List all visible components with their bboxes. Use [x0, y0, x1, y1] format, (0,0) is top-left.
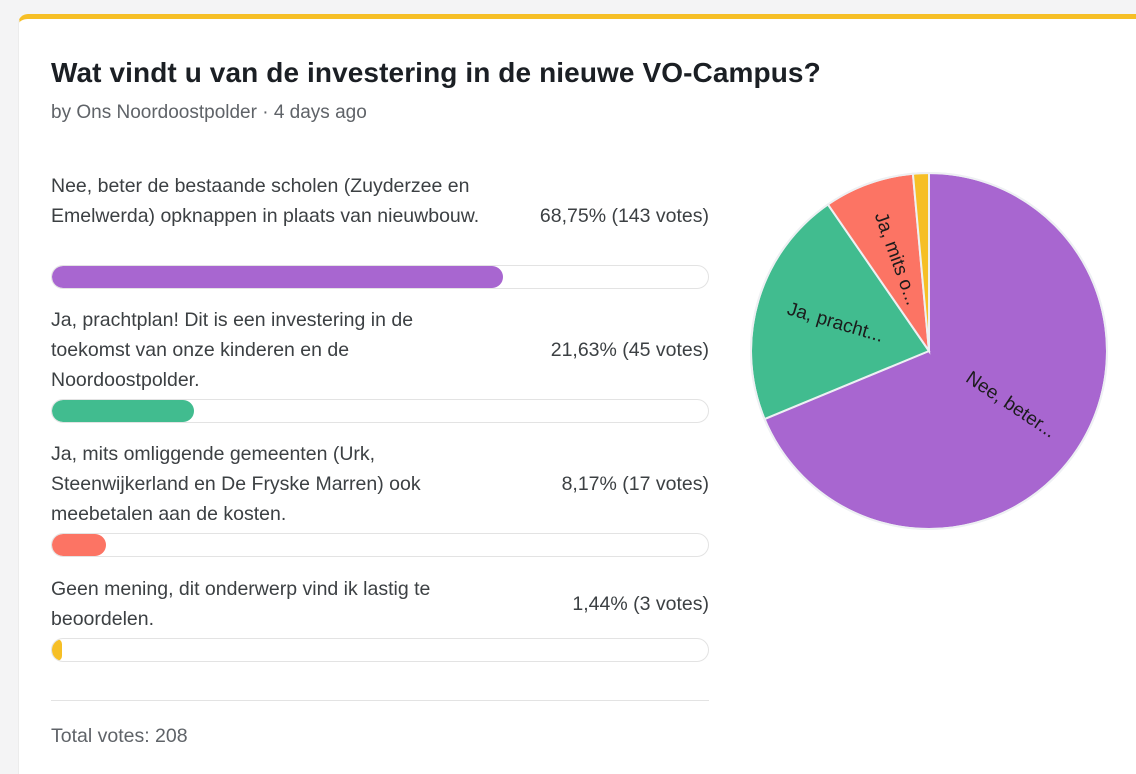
option-label: Ja, mits omliggende gemeenten (Urk, Stee…: [51, 443, 421, 525]
pie-outline: [750, 172, 1108, 530]
option-percent: 1,44% (3 votes): [572, 593, 709, 615]
option-label: Nee, beter de bestaande scholen (Zuyderz…: [51, 175, 480, 227]
poll-option: Ja, prachtplan! Dit is een investering i…: [51, 305, 709, 425]
poll-option: Nee, beter de bestaande scholen (Zuyderz…: [51, 171, 709, 291]
option-bar-fill: [52, 639, 62, 661]
poll-pie-chart: Nee, beter...Ja, pracht...Ja, mits o...: [750, 171, 1108, 530]
option-bar: [51, 399, 709, 423]
poll-title: Wat vindt u van de investering in de nie…: [51, 57, 821, 88]
option-bar-fill: [52, 400, 194, 422]
poll-option: Geen mening, dit onderwerp vind ik lasti…: [51, 574, 709, 664]
poll-option: Ja, mits omliggende gemeenten (Urk, Stee…: [51, 439, 709, 559]
option-bar: [51, 265, 709, 289]
option-percent: 68,75% (143 votes): [539, 205, 709, 227]
total-votes: Total votes: 208: [51, 725, 188, 747]
poll-card: Wat vindt u van de investering in de nie…: [18, 14, 1136, 774]
divider: [51, 700, 709, 701]
option-label: Ja, prachtplan! Dit is een investering i…: [51, 309, 414, 391]
option-bar: [51, 638, 709, 662]
option-bar-fill: [52, 266, 503, 288]
option-label: Geen mening, dit onderwerp vind ik lasti…: [51, 578, 431, 630]
option-percent: 8,17% (17 votes): [561, 473, 709, 495]
option-bar-fill: [52, 534, 106, 556]
poll-meta: by Ons Noordoostpolder · 4 days ago: [51, 102, 367, 123]
option-percent: 21,63% (45 votes): [550, 339, 709, 361]
option-bar: [51, 533, 709, 557]
